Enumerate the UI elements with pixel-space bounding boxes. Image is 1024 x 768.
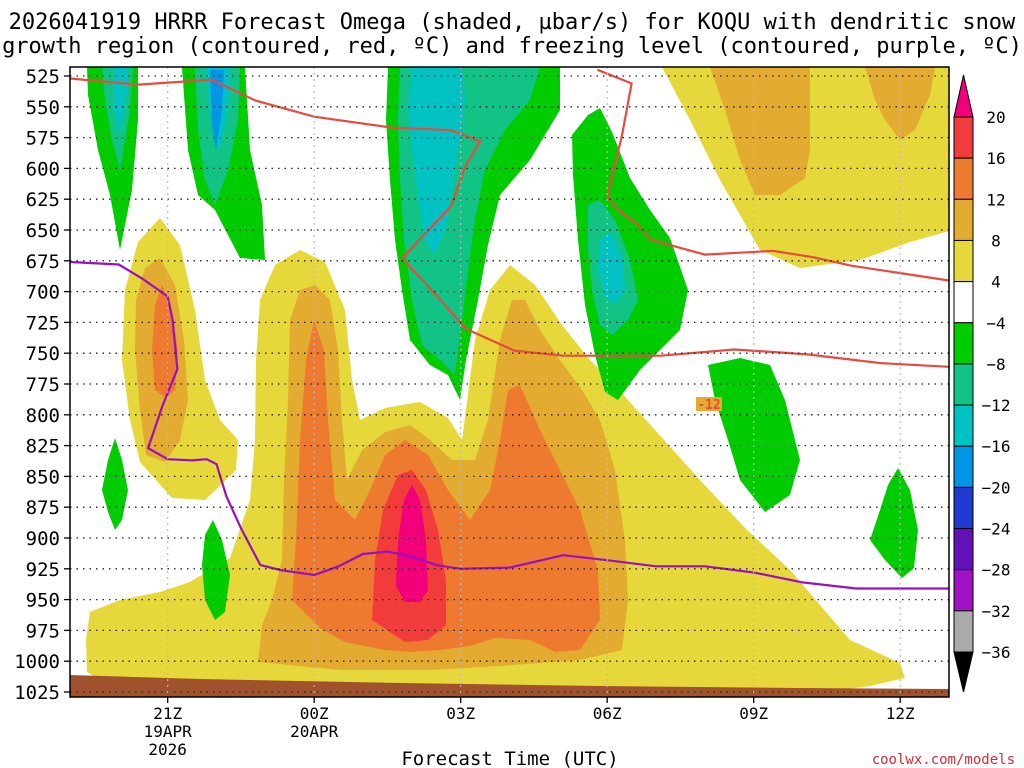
omega-shading [86,67,949,690]
colorbar-swatch [953,528,974,571]
x-tick-label: 06Z [593,704,622,723]
x-tick-label: 09Z [739,704,768,723]
omega-minus4-small-12z [870,468,918,578]
y-tick-label: 725 [26,312,60,334]
colorbar-bottom-arrow [953,651,974,693]
y-tick-label: 525 [26,66,60,88]
colorbar-swatch [953,363,974,406]
omega-minus4-small-2230z [202,520,230,620]
y-axis: 525 550 575 600 625 650 675 700 725 750 775 800 825 8… [14,66,70,704]
x-tick-date-label: 20APR [290,722,339,741]
y-tick-label: 900 [26,528,60,550]
colorbar-tick-label: 20 [986,108,1005,127]
colorbar-swatch [953,116,974,159]
y-tick-label: 600 [26,158,60,180]
x-tick-label: 00Z [300,704,329,723]
dgz-contour-label: -12 [697,398,720,413]
x-tick-date-label: 19APR [144,722,193,741]
colorbar-tick-label: −32 [982,602,1011,621]
colorbar-swatch [953,281,974,324]
x-tick-label: 03Z [446,704,475,723]
y-tick-label: 925 [26,559,60,581]
colorbar-tick-label: −12 [982,396,1011,415]
plot-frame [69,66,950,698]
y-tick-label: 850 [26,466,60,488]
y-tick-label: 800 [26,405,60,427]
omega-minus12-column-06z [598,232,625,305]
colorbar-swatch [953,486,974,530]
colorbar-tick-label: −36 [982,643,1011,662]
colorbar-swatch [953,322,974,365]
y-tick-label: 775 [26,374,60,396]
y-tick-label: 650 [26,220,60,242]
omega-plus20-core [396,485,428,602]
colorbar-tick-label: 4 [991,273,1001,292]
x-tick-label: 21Z [153,704,182,723]
colorbar-top-arrow [953,74,974,118]
dgz-contour-side [596,68,949,282]
omega-minus4-small-20z [102,438,128,530]
colorbar: 20 16 12 8 4 −4 −8 −12 −16 −20 −24 −28 −32 −36 [953,74,1011,693]
x-axis-title: Forecast Time (UTC) [401,748,618,768]
x-tick-label: 12Z [886,704,915,723]
y-tick-label: 1025 [14,682,60,704]
chart-title-line-2: growth region (contoured, red, ºC) and f… [2,34,1022,59]
y-tick-label: 675 [26,251,60,273]
colorbar-tick-label: −20 [982,478,1011,497]
y-tick-label: 975 [26,620,60,642]
colorbar-tick-label: −28 [982,561,1011,580]
colorbar-swatch [953,404,974,447]
y-tick-label: 825 [26,436,60,458]
x-tick-year-label: 2026 [148,740,187,759]
credit-text: coolwx.com/models [872,752,1015,768]
y-tick-label: 700 [26,282,60,304]
colorbar-swatch [953,610,974,653]
terrain-ground-band [70,675,949,697]
plot-area: -12 [70,67,949,697]
colorbar-tick-label: −16 [982,437,1011,456]
y-tick-label: 1000 [14,651,60,673]
colorbar-tick-label: 8 [991,231,1001,250]
dgz-contour-label-bg [696,397,722,411]
colorbar-swatch [953,239,974,283]
omega-minus12-column-03z [408,67,465,255]
colorbar-tick-label: −4 [986,314,1005,333]
freezing-level-contour [70,260,949,590]
colorbar-tick-label: 12 [986,190,1005,209]
y-tick-label: 950 [26,590,60,612]
colorbar-tick-label: 16 [986,149,1005,168]
y-tick-label: 750 [26,343,60,365]
colorbar-swatch [953,445,974,488]
colorbar-tick-label: −24 [982,520,1011,539]
y-tick-label: 550 [26,97,60,119]
y-tick-label: 625 [26,189,60,211]
colorbar-swatch [953,198,974,241]
y-tick-label: 875 [26,497,60,519]
colorbar-swatch [953,569,974,612]
omega-minus4-column-06z [572,108,688,400]
y-tick-label: 575 [26,128,60,150]
omega-minus16-spot [210,70,224,150]
chart-title-line-1: 2026041919 HRRR Forecast Omega (shaded, … [9,10,1016,35]
omega-plus8-upper-right-1 [710,67,810,195]
colorbar-swatch [953,157,974,200]
colorbar-tick-label: −8 [986,355,1005,374]
